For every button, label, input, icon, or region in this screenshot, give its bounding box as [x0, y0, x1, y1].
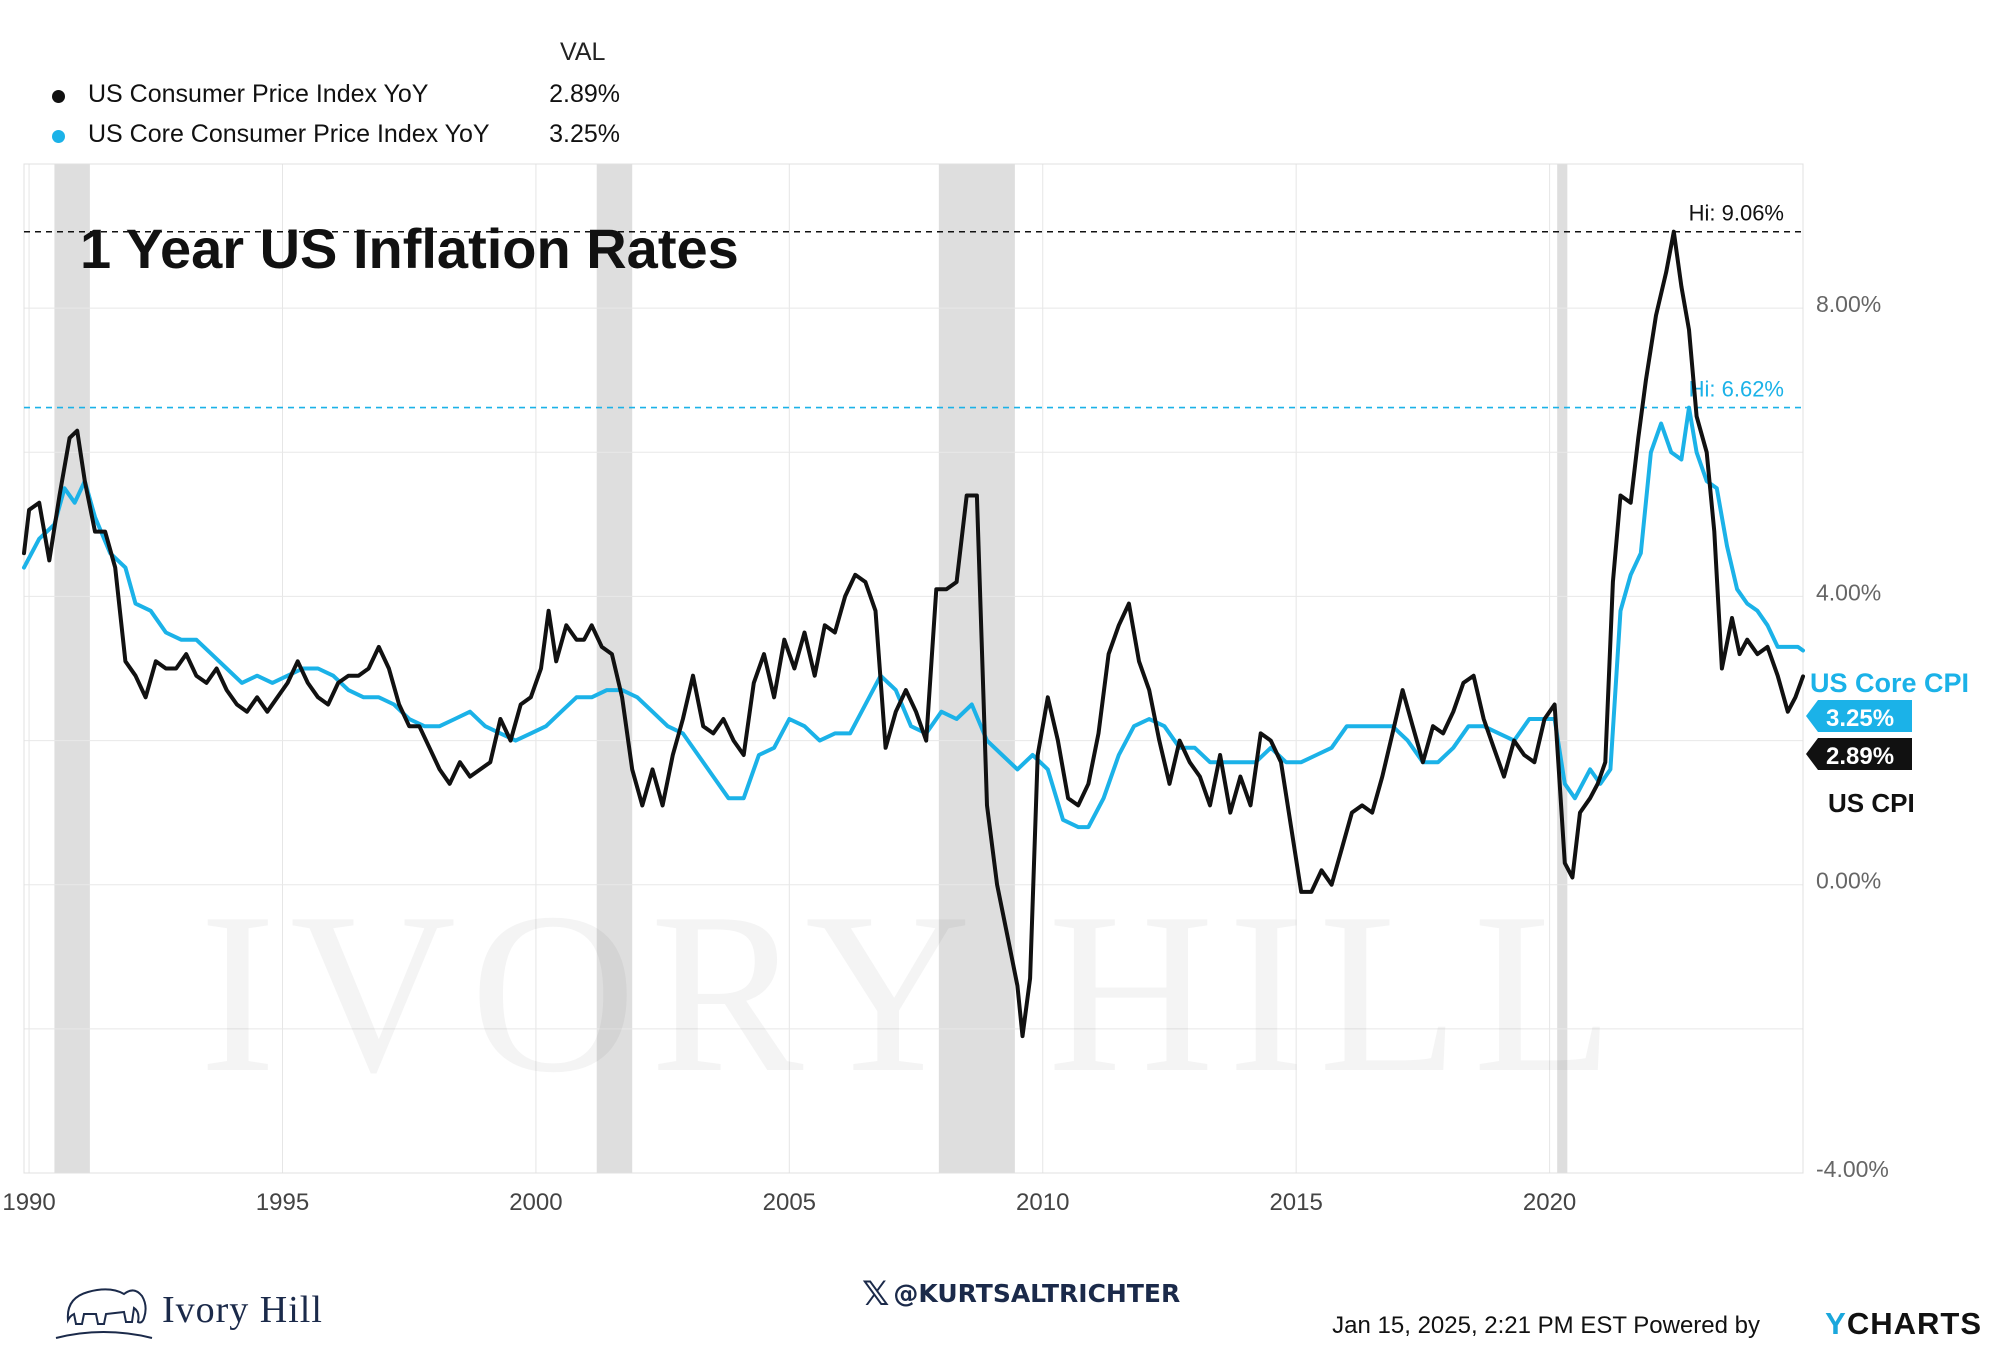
- end-value-box: [1806, 700, 1912, 732]
- legend-value-header: VAL: [560, 38, 606, 66]
- y-tick-label: 0.00%: [1816, 868, 1881, 894]
- brand-name: Ivory Hill: [162, 1289, 323, 1331]
- reference-line-label: Hi: 9.06%: [1689, 201, 1784, 226]
- elephant-logo-icon: [48, 1268, 158, 1347]
- end-value-label: 3.25%: [1826, 705, 1894, 732]
- timestamp: Jan 15, 2025, 2:21 PM EST Powered by: [1332, 1312, 1760, 1339]
- reference-line-label: Hi: 6.62%: [1689, 377, 1784, 402]
- plot-frame: [23, 163, 1804, 1174]
- recession-band: [54, 164, 90, 1173]
- x-tick-label: 2000: [509, 1189, 562, 1216]
- recession-band: [938, 164, 1015, 1173]
- legend-name: US Core Consumer Price Index YoY: [88, 120, 490, 148]
- end-label-name: US Core CPI: [1810, 668, 1969, 698]
- y-tick-label: -4.00%: [1816, 1156, 1889, 1182]
- ycharts-logo[interactable]: YCHARTS: [1825, 1306, 1982, 1342]
- y-tick-label: 4.00%: [1816, 579, 1881, 605]
- ycharts-rest: CHARTS: [1846, 1306, 1982, 1341]
- legend-value: 2.89%: [549, 80, 620, 108]
- chart-title: 1 Year US Inflation Rates: [80, 217, 739, 280]
- x-tick-label: 1990: [2, 1189, 55, 1216]
- legend-dot-icon: [52, 130, 65, 143]
- legend-dot-icon: [52, 90, 65, 103]
- x-logo-icon: 𝕏: [862, 1274, 890, 1314]
- recession-band: [1557, 164, 1568, 1173]
- watermark-text: IVORY HILL: [199, 865, 1627, 1120]
- series-line: [22, 229, 1805, 1039]
- y-tick-label: 8.00%: [1816, 291, 1881, 317]
- legend-item-cpi[interactable]: US Consumer Price Index YoY 2.89%: [40, 80, 620, 114]
- social-handle[interactable]: 𝕏 @KURTSALTRICHTER: [862, 1274, 1180, 1314]
- x-tick-label: 2010: [1016, 1189, 1069, 1216]
- x-tick-label: 1995: [256, 1189, 309, 1216]
- x-tick-label: 2005: [763, 1189, 816, 1216]
- end-value-label: 2.89%: [1826, 743, 1894, 770]
- x-tick-label: 2015: [1269, 1189, 1322, 1216]
- end-label-name: US CPI: [1828, 788, 1915, 818]
- handle-text: @KURTSALTRICHTER: [893, 1279, 1181, 1308]
- end-value-box: [1806, 738, 1912, 770]
- x-tick-label: 2020: [1523, 1189, 1576, 1216]
- legend-name: US Consumer Price Index YoY: [88, 80, 429, 108]
- series-line: [22, 405, 1805, 830]
- legend-value: 3.25%: [549, 120, 620, 148]
- ycharts-y: Y: [1825, 1306, 1847, 1341]
- legend-item-core-cpi[interactable]: US Core Consumer Price Index YoY 3.25%: [40, 120, 620, 154]
